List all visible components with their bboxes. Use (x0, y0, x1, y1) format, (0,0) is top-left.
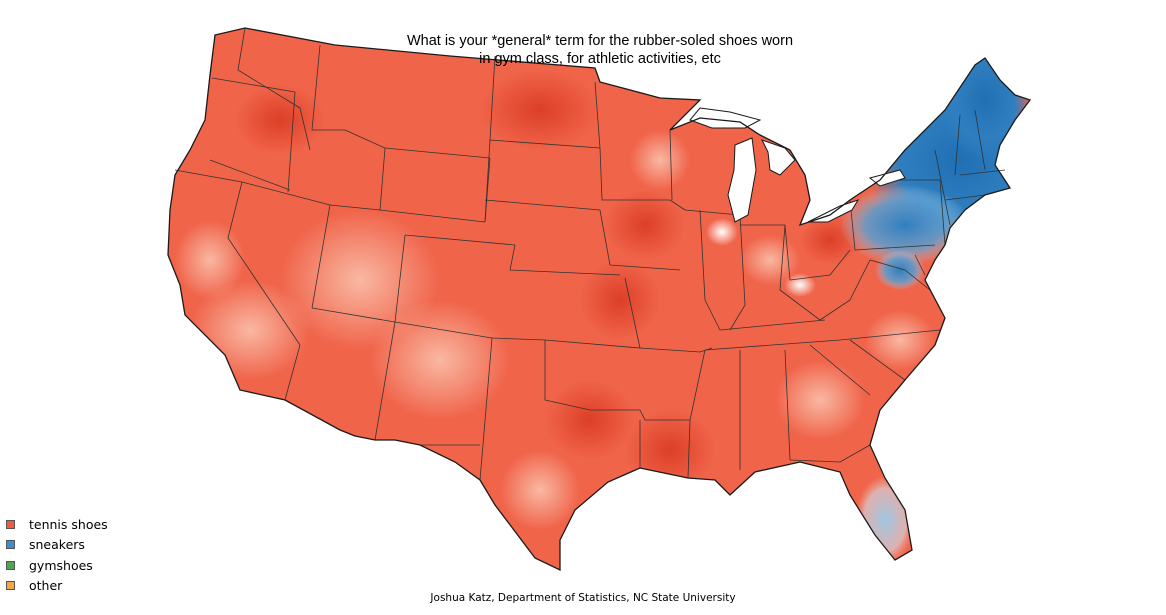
legend-label: sneakers (29, 537, 85, 553)
state-borders (174, 27, 1006, 481)
map-title-line-2: in gym class, for athletic activities, e… (479, 51, 721, 67)
map-title: What is your *general* term for the rubb… (360, 32, 840, 68)
map-fill (168, 28, 1030, 570)
legend-swatch (6, 519, 15, 529)
map-title-line-1: What is your *general* term for the rubb… (406, 33, 794, 49)
great-lakes (689, 107, 906, 223)
legend-label: gymshoes (29, 557, 93, 573)
credit-text: Joshua Katz, Department of Statistics, N… (430, 592, 736, 604)
legend-swatch (6, 540, 15, 550)
legend-item-gymshoes: gymshoes (6, 555, 108, 576)
legend-swatch (6, 560, 15, 570)
legend-item-sneakers: sneakers (6, 535, 108, 556)
legend-swatch (6, 581, 15, 591)
legend: tennis shoes sneakers gymshoes other (6, 514, 108, 596)
legend-label: tennis shoes (29, 516, 108, 532)
legend-label: other (29, 578, 63, 594)
legend-item-tennis-shoes: tennis shoes (6, 514, 108, 535)
legend-item-other: other (6, 576, 108, 597)
